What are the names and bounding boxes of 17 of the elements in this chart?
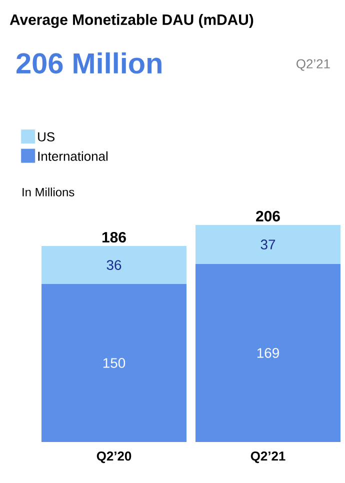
bar xyxy=(42,284,186,442)
bar xyxy=(196,264,341,442)
text: In Millions xyxy=(22,188,74,196)
data-label: 36 xyxy=(106,260,122,270)
bar xyxy=(42,246,186,284)
data-label: 150 xyxy=(103,358,126,368)
total-label: 186 xyxy=(102,232,126,243)
legend-label: International xyxy=(38,151,108,161)
data-label: 37 xyxy=(260,240,276,250)
bar xyxy=(196,224,341,264)
chart-subtitle: 206 Million xyxy=(16,52,162,74)
data-label: 169 xyxy=(257,348,279,358)
x-tick-label: Q2’20 xyxy=(96,452,132,464)
chart-title: Average Monetizable DAU (mDAU) xyxy=(10,14,254,28)
text: Q2’21 xyxy=(296,59,330,71)
legend-label: US xyxy=(38,132,54,142)
total-label: 206 xyxy=(256,210,280,222)
